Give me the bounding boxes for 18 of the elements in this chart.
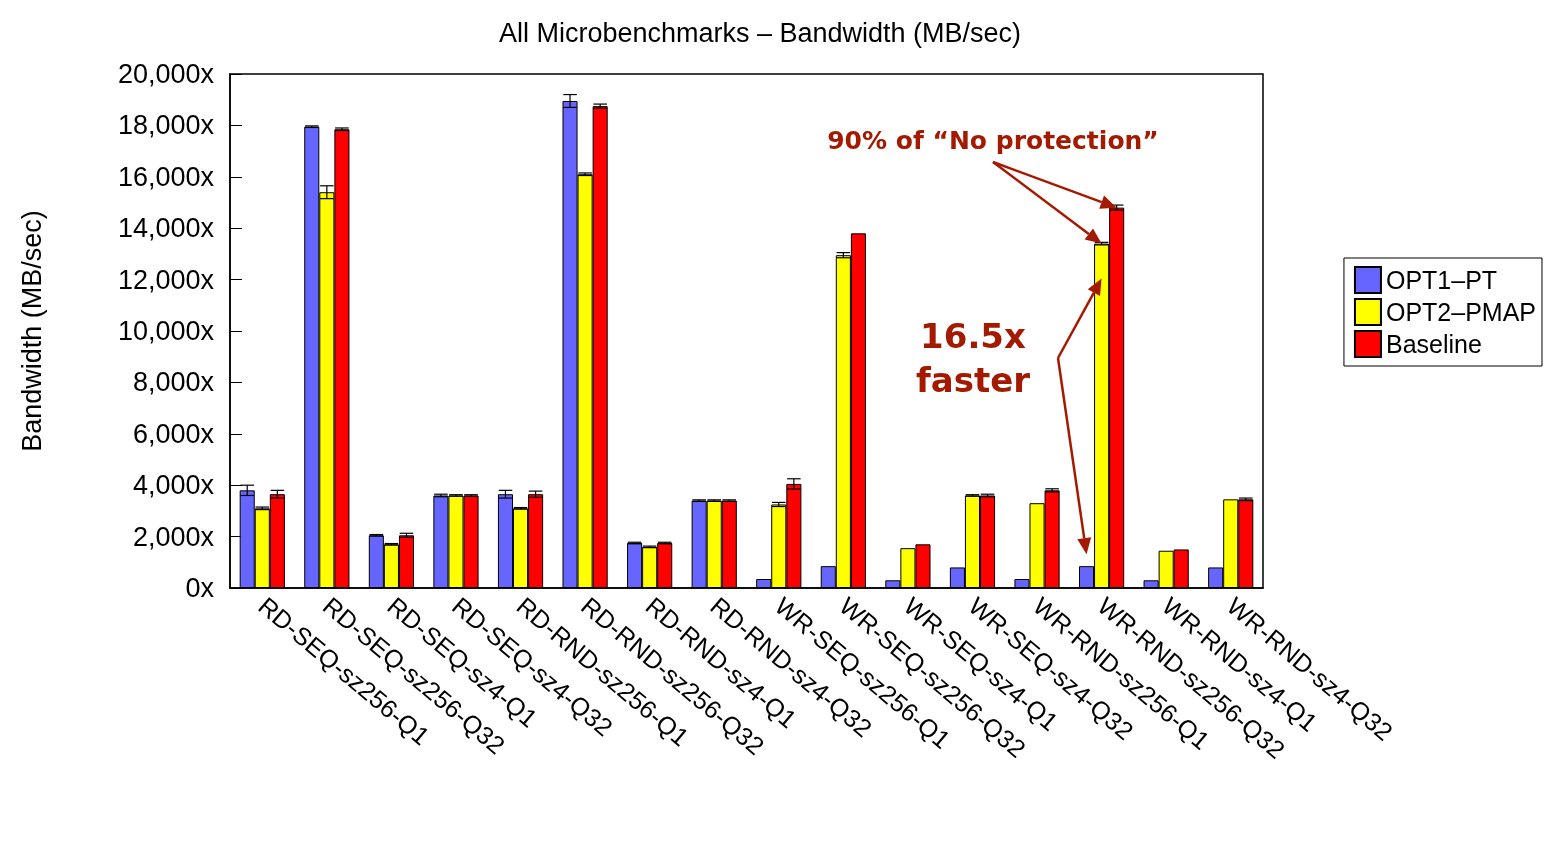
- y-tick-label: 8,000x: [132, 367, 215, 398]
- y-tick-label: 18,000x: [117, 110, 215, 141]
- y-tick-label: 20,000x: [117, 59, 215, 89]
- y-tick-label: 16,000x: [117, 161, 215, 192]
- legend-label: OPT1–PT: [1385, 266, 1498, 294]
- legend-label: OPT2–PMAP: [1385, 298, 1537, 326]
- legend-label: Baseline: [1385, 330, 1482, 358]
- y-tick-label: 4,000x: [132, 470, 215, 501]
- y-tick-label: 2,000x: [132, 521, 215, 552]
- y-tick-label: 0x: [185, 573, 215, 603]
- y-tick-label: 14,000x: [117, 213, 215, 244]
- y-tick-label: 10,000x: [117, 316, 215, 346]
- y-tick-label: 12,000x: [117, 264, 215, 295]
- y-tick-label: 6,000x: [132, 418, 215, 449]
- y-axis-title: Bandwidth (MB/sec): [16, 210, 47, 452]
- chart-title: All Microbenchmarks – Bandwidth (MB/sec): [498, 17, 1022, 48]
- annotation: 90% of “No protection”: [827, 125, 1159, 155]
- annotation: 16.5x faster: [915, 316, 1031, 400]
